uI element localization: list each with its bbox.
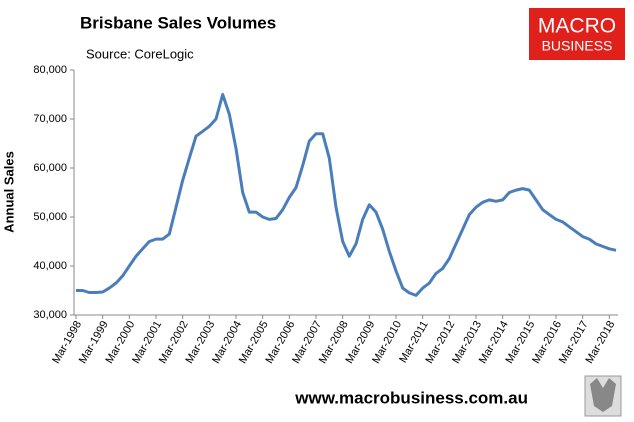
y-tick-label: 30,000 xyxy=(33,309,67,321)
chart-title: Brisbane Sales Volumes xyxy=(80,13,276,32)
y-tick-label: 60,000 xyxy=(33,162,67,174)
logo-text: MACRO xyxy=(538,15,616,38)
data-line xyxy=(76,93,617,297)
footer-url: www.macrobusiness.com.au xyxy=(294,388,528,407)
y-axis-label: Annual Sales xyxy=(1,151,16,233)
wolf-icon xyxy=(590,378,616,412)
y-tick-label: 80,000 xyxy=(33,64,67,76)
y-tick-label: 40,000 xyxy=(33,260,67,272)
chart-subtitle: Source: CoreLogic xyxy=(86,46,194,61)
y-tick-label: 50,000 xyxy=(33,211,67,223)
logo-box xyxy=(529,8,625,60)
logo-text: BUSINESS xyxy=(542,38,613,54)
y-tick-label: 70,000 xyxy=(33,113,67,125)
